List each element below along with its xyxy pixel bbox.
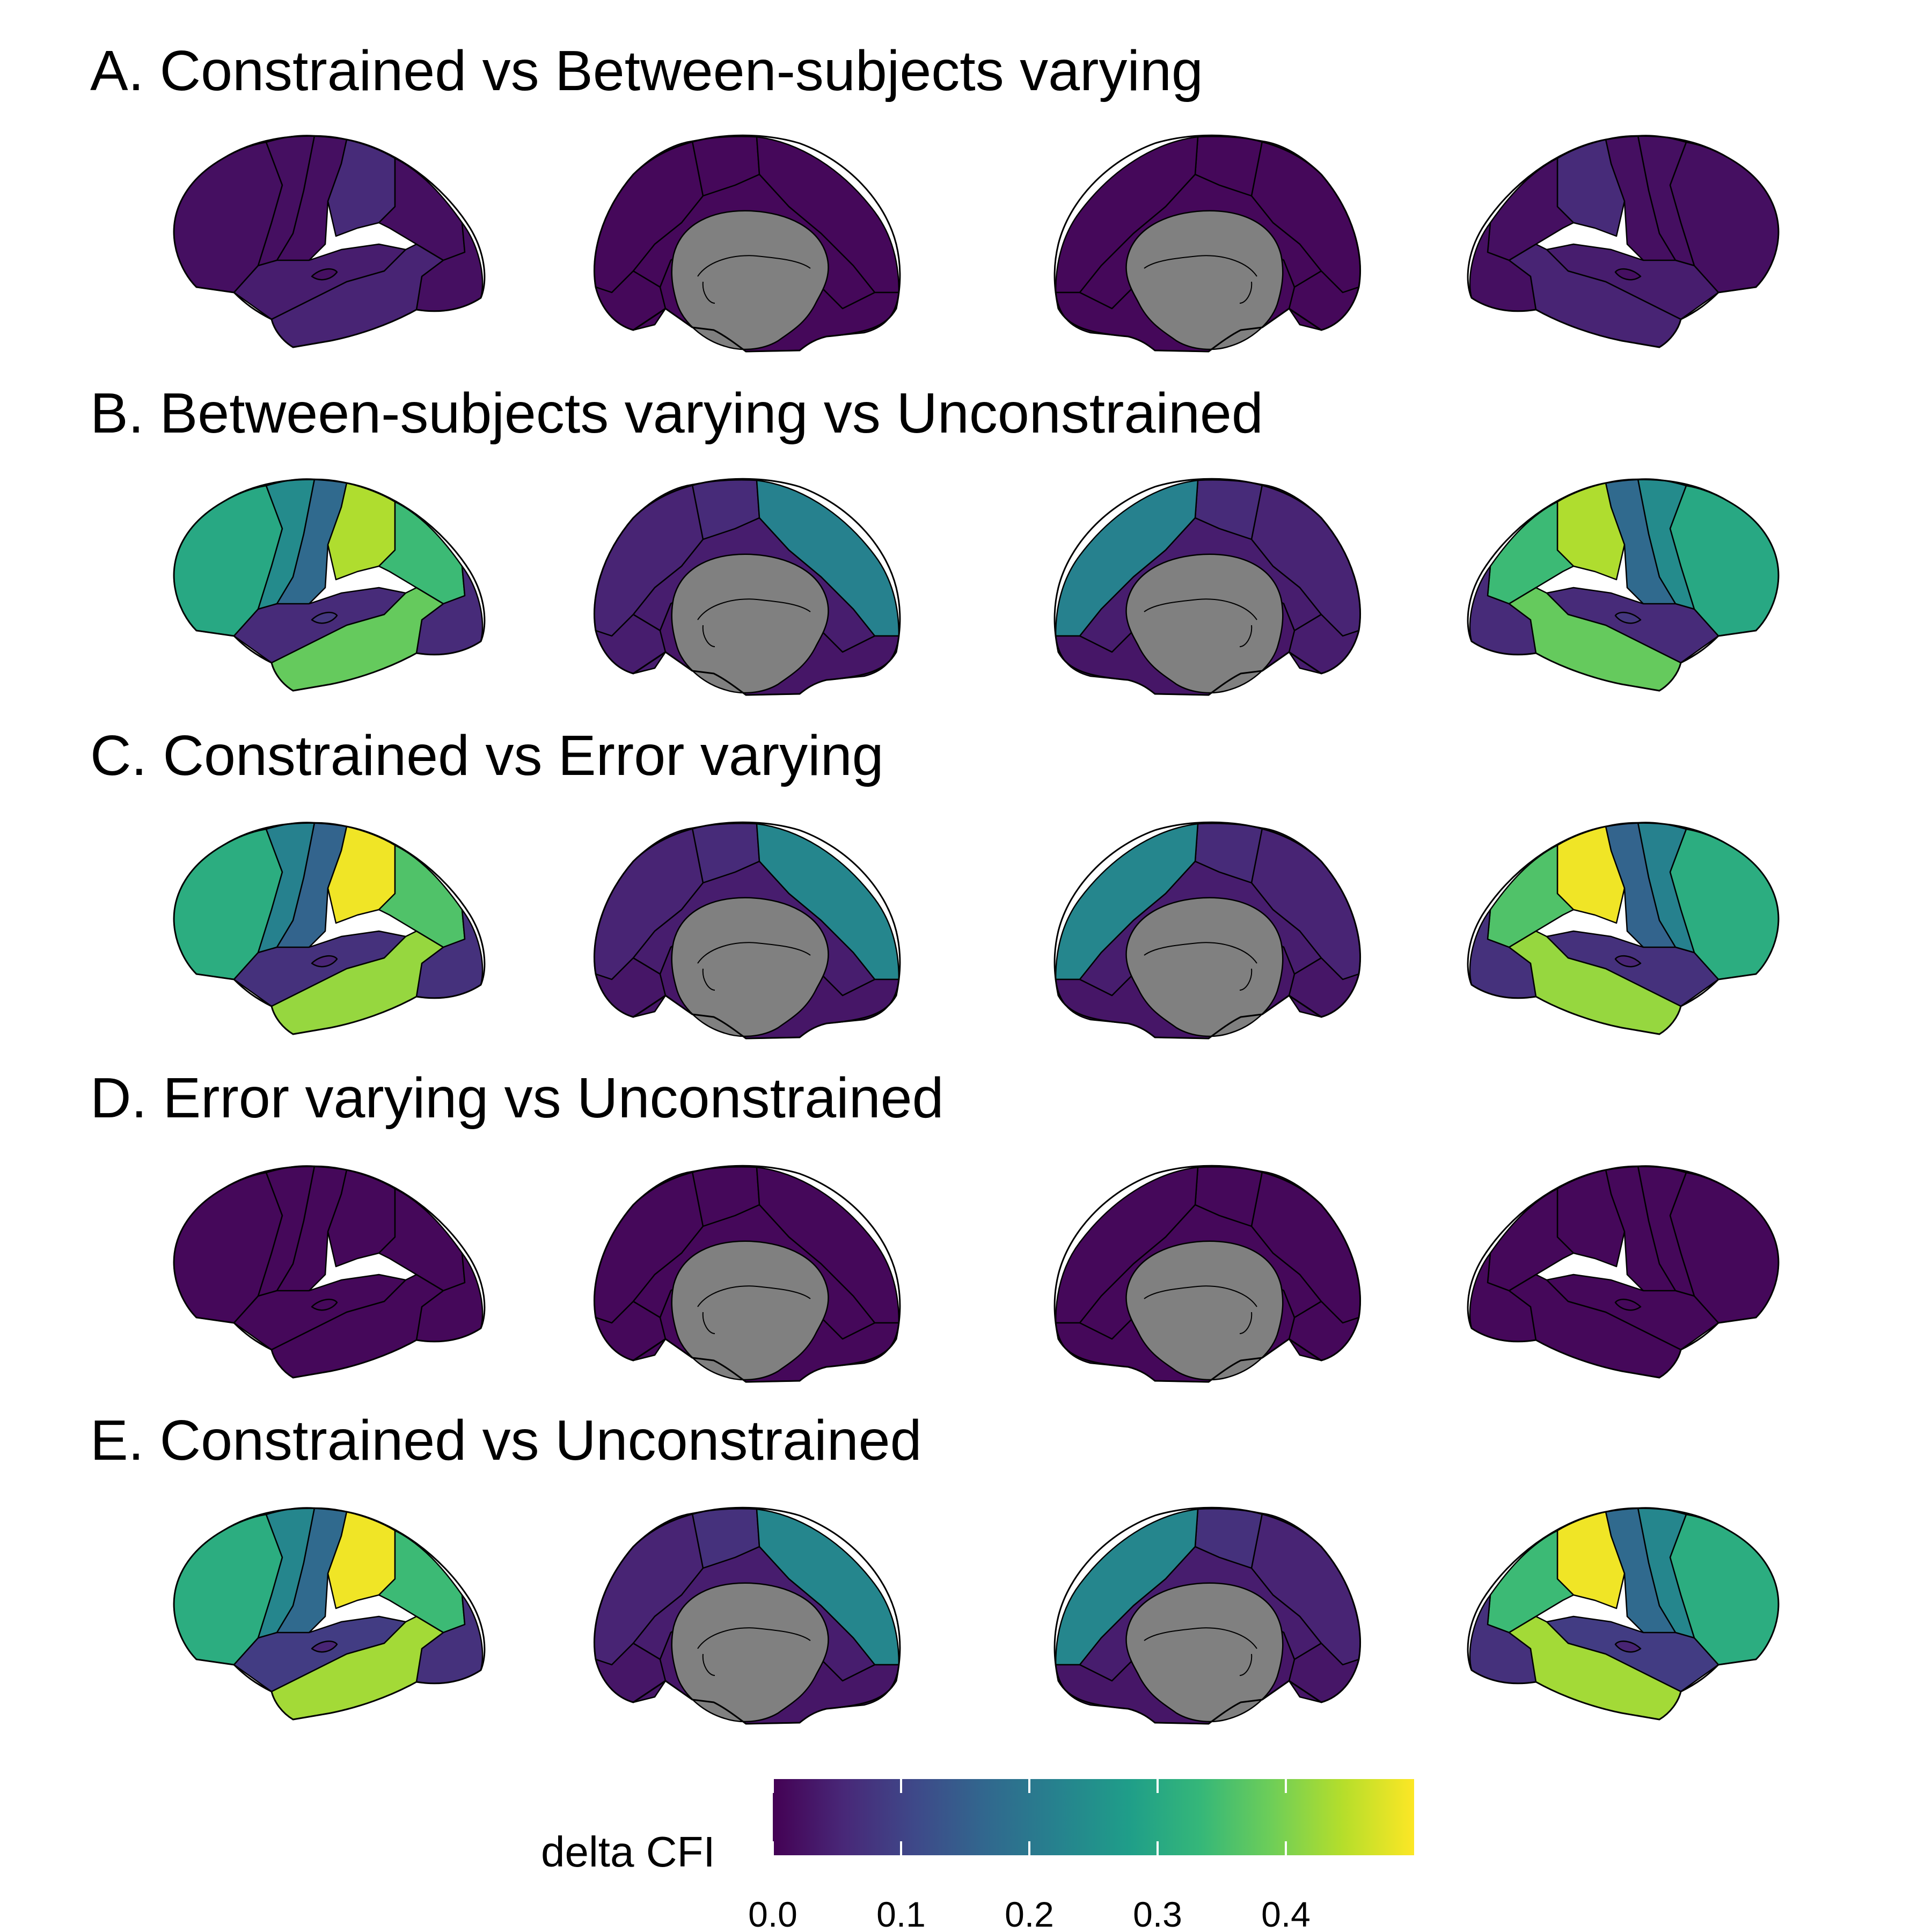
brain-outline [594, 134, 901, 353]
brain-outline [173, 1165, 486, 1379]
panel-a-brains [173, 134, 1780, 353]
brain-lateral-left [173, 822, 486, 1035]
brain-outline [594, 821, 901, 1040]
brain-lateral-left [173, 135, 486, 348]
brain-medial-right [1053, 1506, 1361, 1725]
region-insula [311, 955, 338, 968]
colorbar-tick-label: 0.0 [748, 1894, 797, 1932]
panel-c: C. Constrained vs Error varying [90, 724, 1780, 1040]
brain-outline [1467, 135, 1780, 348]
brain-lateral-left [173, 1507, 486, 1721]
brain-outline [594, 1165, 901, 1383]
brain-lateral-right [1467, 1165, 1780, 1379]
panel-a: A. Constrained vs Between-subjects varyi… [90, 39, 1780, 353]
brain-lateral-right [1467, 478, 1780, 692]
non-cortex-area [1125, 897, 1284, 1037]
colorbar-tick-label: 0.1 [876, 1894, 926, 1932]
non-cortex-boundary [697, 1627, 811, 1676]
non-cortex-area [671, 1240, 829, 1381]
colorbar [773, 1779, 1414, 1855]
panel-c-title: C. Constrained vs Error varying [90, 724, 884, 787]
brain-outline [1053, 821, 1361, 1040]
region-insula [311, 268, 338, 281]
brain-outline [1053, 1506, 1361, 1725]
panel-e: E. Constrained vs Unconstrained [90, 1409, 1780, 1725]
panel-d-title: D. Error varying vs Unconstrained [90, 1066, 944, 1130]
region-insula [1614, 1298, 1642, 1311]
brain-medial-left [594, 1165, 901, 1383]
non-cortex-boundary [1144, 942, 1257, 991]
brain-outline [1053, 1165, 1361, 1383]
non-cortex-area [671, 897, 829, 1037]
non-cortex-boundary [697, 255, 811, 304]
region-insula [311, 1640, 338, 1653]
panel-b-brains [173, 478, 1780, 696]
brain-lateral-left [173, 478, 486, 692]
brain-lateral-right [1467, 135, 1780, 348]
brain-outline [173, 135, 486, 348]
colorbar-title: delta CFI [541, 1828, 715, 1876]
panel-e-title: E. Constrained vs Unconstrained [90, 1409, 922, 1472]
non-cortex-area [671, 210, 829, 350]
brain-medial-left [594, 134, 901, 353]
region-insula [1614, 268, 1642, 281]
panel-a-title: A. Constrained vs Between-subjects varyi… [90, 39, 1203, 103]
non-cortex-boundary [697, 1285, 811, 1334]
panel-c-brains [173, 821, 1780, 1040]
region-insula [1614, 611, 1642, 624]
non-cortex-area [1125, 553, 1284, 694]
non-cortex-area [1125, 210, 1284, 350]
non-cortex-boundary [1144, 1285, 1257, 1334]
brain-medial-right [1053, 478, 1361, 696]
non-cortex-boundary [1144, 598, 1257, 647]
brain-outline [1053, 478, 1361, 696]
non-cortex-boundary [1144, 255, 1257, 304]
brain-outline [594, 478, 901, 696]
brain-outline [1053, 134, 1361, 353]
brain-lateral-left [173, 1165, 486, 1379]
brain-outline [1467, 1165, 1780, 1379]
region-insula [1614, 1640, 1642, 1653]
non-cortex-area [1125, 1240, 1284, 1381]
brain-medial-right [1053, 821, 1361, 1040]
colorbar-legend: delta CFI 0.0 0.1 0.2 0.3 0.4 [541, 1779, 1414, 1932]
brain-outline [1467, 1507, 1780, 1721]
non-cortex-boundary [697, 942, 811, 991]
brain-outline [173, 478, 486, 692]
non-cortex-area [671, 553, 829, 694]
colorbar-tick-label: 0.2 [1005, 1894, 1054, 1932]
panel-e-brains [173, 1506, 1780, 1725]
brain-medial-left [594, 1506, 901, 1725]
brain-medial-right [1053, 1165, 1361, 1383]
colorbar-tick-label: 0.3 [1133, 1894, 1182, 1932]
brain-outline [1467, 822, 1780, 1035]
panel-d: D. Error varying vs Unconstrained [90, 1066, 1780, 1383]
brain-outline [594, 1506, 901, 1725]
brain-outline [1467, 478, 1780, 692]
panel-d-brains [173, 1165, 1780, 1383]
brain-lateral-right [1467, 822, 1780, 1035]
brain-lateral-right [1467, 1507, 1780, 1721]
non-cortex-boundary [1144, 1627, 1257, 1676]
brain-outline [173, 1507, 486, 1721]
non-cortex-boundary [697, 598, 811, 647]
colorbar-tick-label: 0.4 [1261, 1894, 1311, 1932]
region-insula [311, 611, 338, 624]
region-insula [1614, 955, 1642, 968]
non-cortex-area [671, 1582, 829, 1723]
brain-outline [173, 822, 486, 1035]
brain-medial-left [594, 821, 901, 1040]
panel-b-title: B. Between-subjects varying vs Unconstra… [90, 382, 1263, 445]
colorbar-ticks: 0.0 0.1 0.2 0.3 0.4 [748, 1779, 1311, 1932]
brain-medial-right [1053, 134, 1361, 353]
brain-medial-left [594, 478, 901, 696]
panel-b: B. Between-subjects varying vs Unconstra… [90, 382, 1780, 696]
region-insula [311, 1298, 338, 1311]
non-cortex-area [1125, 1582, 1284, 1723]
